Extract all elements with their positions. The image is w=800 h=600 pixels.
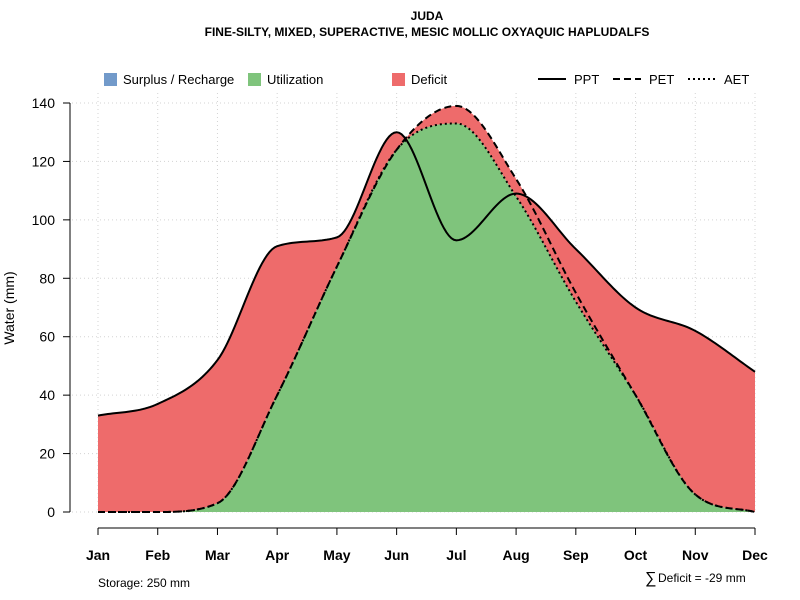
- x-tick-label-may: May: [323, 547, 350, 563]
- x-tick-label-jan: Jan: [86, 547, 110, 563]
- chart-title: JUDA: [411, 9, 444, 23]
- y-tick-label-0: 0: [47, 504, 55, 520]
- legend-swatch-utilization: [248, 73, 261, 86]
- y-tick-label-6: 120: [32, 153, 56, 169]
- area-deficit: [98, 105, 755, 513]
- line-pet: [98, 104, 756, 513]
- y-tick-label-3: 60: [39, 329, 55, 345]
- x-tick-label-aug: Aug: [502, 547, 529, 563]
- plot-lines: [97, 104, 756, 513]
- x-tick-label-sep: Sep: [563, 547, 589, 563]
- x-tick-label-jul: Jul: [446, 547, 466, 563]
- legend-label-pet: PET: [649, 72, 674, 87]
- sum-symbol: ∑: [645, 570, 656, 587]
- storage-note: Storage: 250 mm: [98, 576, 190, 590]
- axes: 0 20 40 60 80 100 120 140 Jan Feb Mar Apr May Jun Jul A…: [32, 95, 768, 563]
- x-tick-label-jun: Jun: [384, 547, 409, 563]
- legend-label-deficit: Deficit: [411, 72, 448, 87]
- legend-label-utilization: Utilization: [267, 72, 323, 87]
- legend-label-aet: AET: [724, 72, 749, 87]
- y-axis-label: Water (mm): [1, 271, 17, 344]
- x-tick-label-nov: Nov: [682, 547, 709, 563]
- legend-swatch-surplus: [104, 73, 117, 86]
- chart-subtitle: FINE-SILTY, MIXED, SUPERACTIVE, MESIC MO…: [205, 25, 650, 39]
- area-utilization: [98, 123, 755, 512]
- x-tick-label-dec: Dec: [742, 547, 768, 563]
- x-tick-label-oct: Oct: [624, 547, 648, 563]
- x-tick-label-mar: Mar: [205, 547, 230, 563]
- x-tick-label-feb: Feb: [145, 547, 170, 563]
- legend-label-surplus: Surplus / Recharge: [123, 72, 234, 87]
- legend-swatch-deficit: [392, 73, 405, 86]
- y-tick-label-1: 20: [39, 446, 55, 462]
- y-tick-label-7: 140: [32, 95, 56, 111]
- legend: Surplus / Recharge Utilization Deficit P…: [104, 72, 749, 87]
- deficit-note: Deficit = -29 mm: [658, 571, 746, 585]
- y-tick-label-5: 100: [32, 212, 56, 228]
- line-ppt: [97, 131, 756, 417]
- legend-label-ppt: PPT: [574, 72, 599, 87]
- x-tick-label-apr: Apr: [265, 547, 290, 563]
- y-tick-label-2: 40: [39, 387, 55, 403]
- y-tick-label-4: 80: [39, 270, 55, 286]
- plot-areas: [98, 105, 755, 513]
